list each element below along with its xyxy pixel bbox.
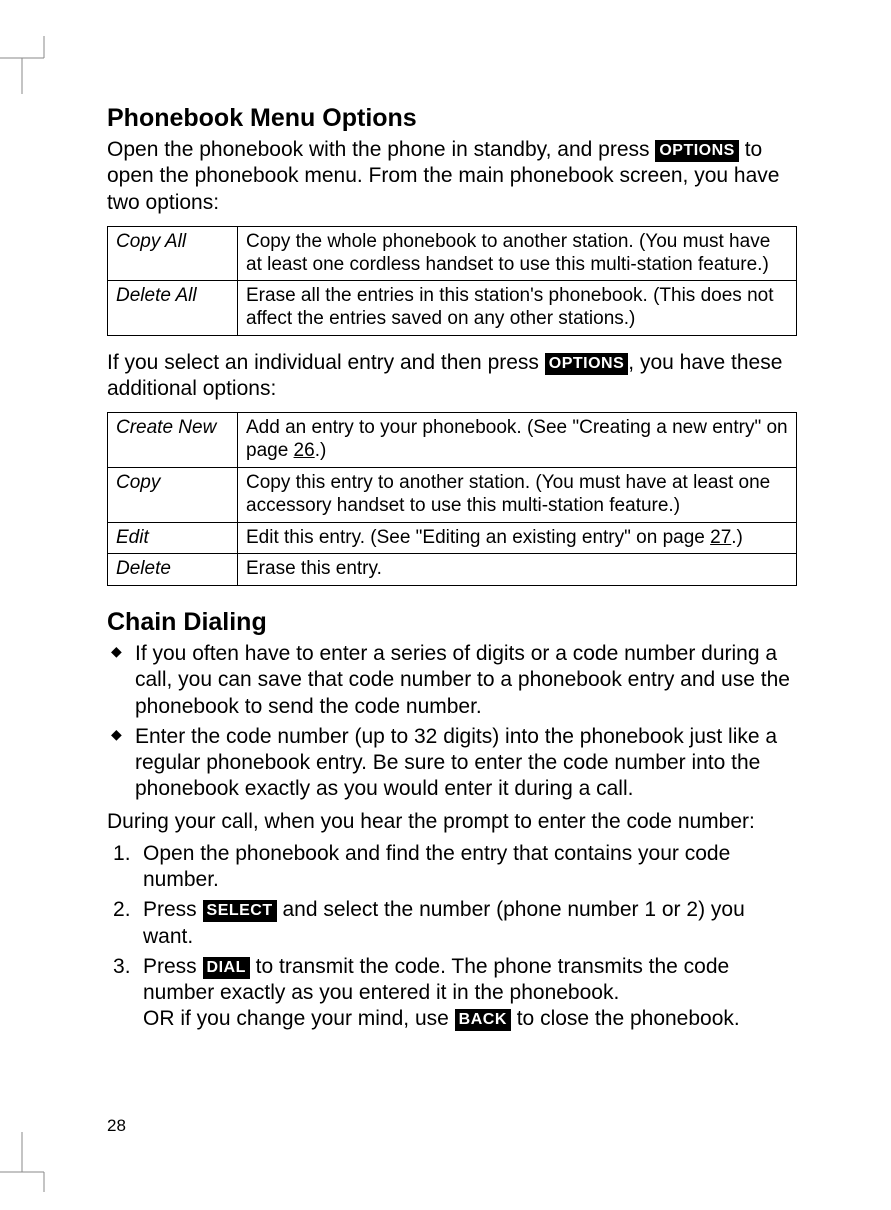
option-desc: Add an entry to your phonebook. (See "Cr… bbox=[238, 413, 797, 468]
options-table-2: Create New Add an entry to your phoneboo… bbox=[107, 412, 797, 586]
dial-key: DIAL bbox=[203, 957, 250, 979]
options-key: OPTIONS bbox=[655, 140, 739, 162]
page-content: Phonebook Menu Options Open the phoneboo… bbox=[107, 104, 797, 1037]
option-name: Edit bbox=[108, 522, 238, 554]
table-row: Delete Erase this entry. bbox=[108, 554, 797, 586]
crop-mark-bottom-left bbox=[0, 1132, 60, 1192]
section1-intro: Open the phonebook with the phone in sta… bbox=[107, 137, 797, 216]
desc-post: .) bbox=[731, 527, 743, 548]
option-desc: Copy this entry to another station. (You… bbox=[238, 468, 797, 523]
table-row: Edit Edit this entry. (See "Editing an e… bbox=[108, 522, 797, 554]
option-name: Copy All bbox=[108, 226, 238, 281]
option-desc: Erase this entry. bbox=[238, 554, 797, 586]
section2: Chain Dialing If you often have to enter… bbox=[107, 608, 797, 1033]
option-desc: Copy the whole phonebook to another stat… bbox=[238, 226, 797, 281]
section1-mid: If you select an individual entry and th… bbox=[107, 350, 797, 403]
intro-text-pre: Open the phonebook with the phone in sta… bbox=[107, 138, 655, 161]
steps-list: Open the phonebook and find the entry th… bbox=[107, 841, 797, 1033]
list-item: If you often have to enter a series of d… bbox=[107, 641, 797, 720]
option-desc: Erase all the entries in this station's … bbox=[238, 281, 797, 336]
step-text-pre: Press bbox=[143, 955, 203, 978]
crop-mark-top-left bbox=[0, 36, 60, 96]
desc-post: .) bbox=[315, 440, 327, 461]
page-number: 28 bbox=[107, 1116, 126, 1136]
table-row: Create New Add an entry to your phoneboo… bbox=[108, 413, 797, 468]
page-ref: 26 bbox=[294, 440, 315, 461]
step-item: Press SELECT and select the number (phon… bbox=[107, 897, 797, 950]
table-row: Delete All Erase all the entries in this… bbox=[108, 281, 797, 336]
option-name: Create New bbox=[108, 413, 238, 468]
table-row: Copy All Copy the whole phonebook to ano… bbox=[108, 226, 797, 281]
options-table-1: Copy All Copy the whole phonebook to ano… bbox=[107, 226, 797, 336]
step-item: Open the phonebook and find the entry th… bbox=[107, 841, 797, 894]
back-key: BACK bbox=[455, 1009, 511, 1031]
table-row: Copy Copy this entry to another station.… bbox=[108, 468, 797, 523]
section2-title: Chain Dialing bbox=[107, 608, 797, 637]
option-desc: Edit this entry. (See "Editing an existi… bbox=[238, 522, 797, 554]
page-ref: 27 bbox=[710, 527, 731, 548]
section2-lead: During your call, when you hear the prom… bbox=[107, 809, 797, 835]
options-key: OPTIONS bbox=[545, 353, 629, 375]
mid-text-pre: If you select an individual entry and th… bbox=[107, 351, 545, 374]
section1-title: Phonebook Menu Options bbox=[107, 104, 797, 133]
step-item: Press DIAL to transmit the code. The pho… bbox=[107, 954, 797, 1033]
option-name: Delete bbox=[108, 554, 238, 586]
select-key: SELECT bbox=[203, 900, 277, 922]
option-name: Delete All bbox=[108, 281, 238, 336]
list-item: Enter the code number (up to 32 digits) … bbox=[107, 724, 797, 803]
step-text-post: to close the phonebook. bbox=[511, 1007, 740, 1030]
desc-pre: Edit this entry. (See "Editing an existi… bbox=[246, 527, 710, 548]
bullet-list: If you often have to enter a series of d… bbox=[107, 641, 797, 803]
option-name: Copy bbox=[108, 468, 238, 523]
step-text-pre: Press bbox=[143, 898, 203, 921]
desc-pre: Add an entry to your phonebook. (See "Cr… bbox=[246, 417, 788, 461]
